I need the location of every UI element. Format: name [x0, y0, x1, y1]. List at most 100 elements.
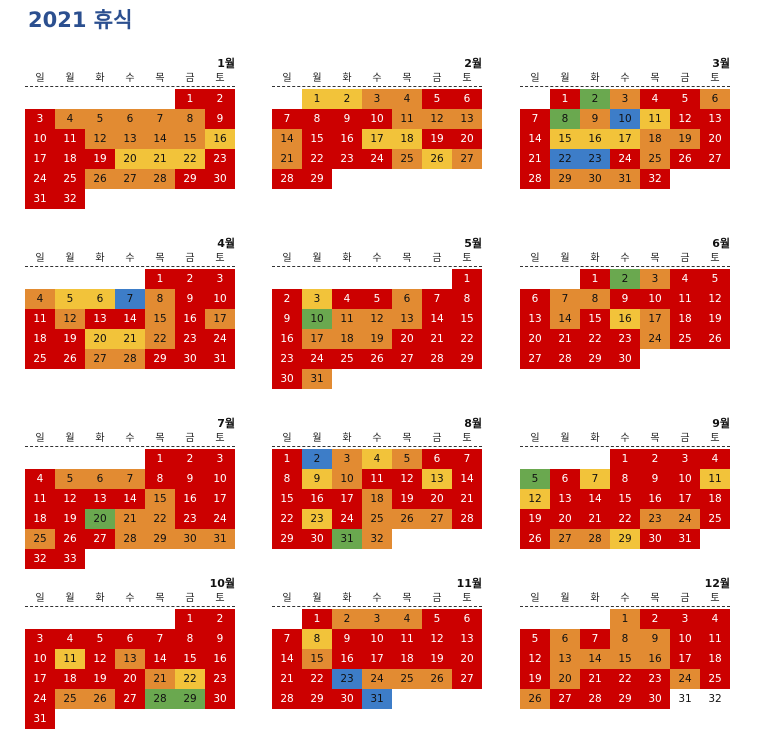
month-calendar: 2월 일 월 화 수 목 금 토 1 2 3 4 5 6 7 8 9 10 11 12 13 14 15 16 17 18 19 20…	[272, 55, 482, 215]
weekday-label: 화	[342, 433, 352, 444]
weekday-label: 금	[432, 593, 442, 604]
blank-cell	[362, 269, 392, 289]
day-cell: 6	[115, 629, 145, 649]
day-cell: 28	[520, 169, 550, 189]
day-cell: 15	[302, 129, 332, 149]
blank-cell	[55, 449, 85, 469]
day-cell: 9	[332, 629, 362, 649]
weekday-label: 월	[65, 433, 75, 444]
day-cell: 2	[640, 609, 670, 629]
day-cell: 13	[85, 489, 115, 509]
day-cell: 15	[272, 489, 302, 509]
weekday-label: 월	[560, 73, 570, 84]
day-cell: 27	[550, 529, 580, 549]
day-cell: 8	[302, 629, 332, 649]
blank-cell	[392, 269, 422, 289]
weekday-label: 토	[462, 253, 472, 264]
day-cell: 24	[640, 329, 670, 349]
day-cell: 4	[700, 609, 730, 629]
weekday-label: 토	[215, 593, 225, 604]
day-cell: 23	[175, 329, 205, 349]
month-name: 10월	[209, 577, 235, 590]
weekday-label: 수	[620, 593, 630, 604]
month-name: 2월	[464, 57, 482, 70]
day-cell: 10	[25, 649, 55, 669]
month-calendar: 1월 일 월 화 수 목 금 토 1 2 3 4 5 6 7 8 9 10 11 12 13 14 15 16 17 18 19 20…	[25, 55, 235, 215]
day-cell: 2	[205, 89, 235, 109]
day-cell: 13	[550, 649, 580, 669]
day-cell: 17	[362, 649, 392, 669]
day-cell: 5	[362, 289, 392, 309]
day-cell: 16	[640, 649, 670, 669]
day-cell: 24	[362, 149, 392, 169]
weekday-label: 금	[432, 433, 442, 444]
day-cell: 5	[670, 89, 700, 109]
day-cell: 28	[272, 169, 302, 189]
day-cell: 2	[610, 269, 640, 289]
day-cell: 5	[55, 469, 85, 489]
day-cell: 13	[85, 309, 115, 329]
day-cell: 20	[392, 329, 422, 349]
weekday-label: 월	[65, 593, 75, 604]
day-cell: 6	[520, 289, 550, 309]
day-grid: 1 2 3 4 5 6 7 8 9 10 11 12 13 14 15 16 17 18 19 20 21 22 23 24 2…	[272, 89, 482, 189]
day-cell: 19	[422, 129, 452, 149]
day-cell: 21	[580, 509, 610, 529]
day-cell: 15	[175, 649, 205, 669]
day-cell: 23	[205, 149, 235, 169]
day-cell: 17	[205, 309, 235, 329]
day-cell: 19	[670, 129, 700, 149]
page-title: 2021 휴식	[28, 8, 133, 32]
weekday-label: 월	[560, 253, 570, 264]
day-cell: 7	[115, 289, 145, 309]
blank-cell	[55, 89, 85, 109]
day-cell: 4	[392, 89, 422, 109]
day-cell: 4	[55, 109, 85, 129]
month-name: 3월	[712, 57, 730, 70]
day-cell: 3	[362, 609, 392, 629]
day-grid: 1 2 3 4 5 6 7 8 9 10 11 12 13 14 15 16 17 18 19 20 21 22 23 24 2…	[520, 609, 730, 709]
weekday-label: 금	[680, 593, 690, 604]
day-cell: 8	[175, 109, 205, 129]
day-cell: 27	[520, 349, 550, 369]
day-cell: 28	[145, 169, 175, 189]
weekday-label: 수	[125, 73, 135, 84]
weekday-label: 금	[680, 73, 690, 84]
day-cell: 6	[422, 449, 452, 469]
day-cell: 13	[700, 109, 730, 129]
day-cell: 7	[422, 289, 452, 309]
blank-cell	[25, 449, 55, 469]
day-cell: 12	[700, 289, 730, 309]
day-cell: 22	[302, 149, 332, 169]
weekday-label: 수	[620, 73, 630, 84]
blank-cell	[85, 609, 115, 629]
day-cell: 29	[175, 169, 205, 189]
day-cell: 11	[700, 629, 730, 649]
day-cell: 20	[85, 509, 115, 529]
day-cell: 18	[640, 129, 670, 149]
day-cell: 9	[302, 469, 332, 489]
day-cell: 13	[115, 129, 145, 149]
weekday-label: 목	[155, 433, 165, 444]
blank-cell	[550, 269, 580, 289]
day-cell: 15	[580, 309, 610, 329]
day-cell: 19	[520, 669, 550, 689]
day-cell: 30	[175, 529, 205, 549]
day-grid: 1 2 3 4 5 6 7 8 9 10 11 12 13 14 15 16 17 18 19 20 21 22 23 24 2…	[25, 89, 235, 209]
day-cell: 14	[580, 489, 610, 509]
day-cell: 26	[55, 529, 85, 549]
day-cell: 10	[362, 109, 392, 129]
day-cell: 10	[362, 629, 392, 649]
day-cell: 6	[700, 89, 730, 109]
weekday-label: 월	[312, 433, 322, 444]
day-cell: 4	[640, 89, 670, 109]
day-cell: 14	[452, 469, 482, 489]
day-cell: 26	[422, 669, 452, 689]
day-cell: 32	[708, 693, 722, 705]
weekday-label: 토	[215, 253, 225, 264]
day-cell: 21	[520, 149, 550, 169]
day-cell: 6	[85, 289, 115, 309]
blank-cell	[145, 89, 175, 109]
